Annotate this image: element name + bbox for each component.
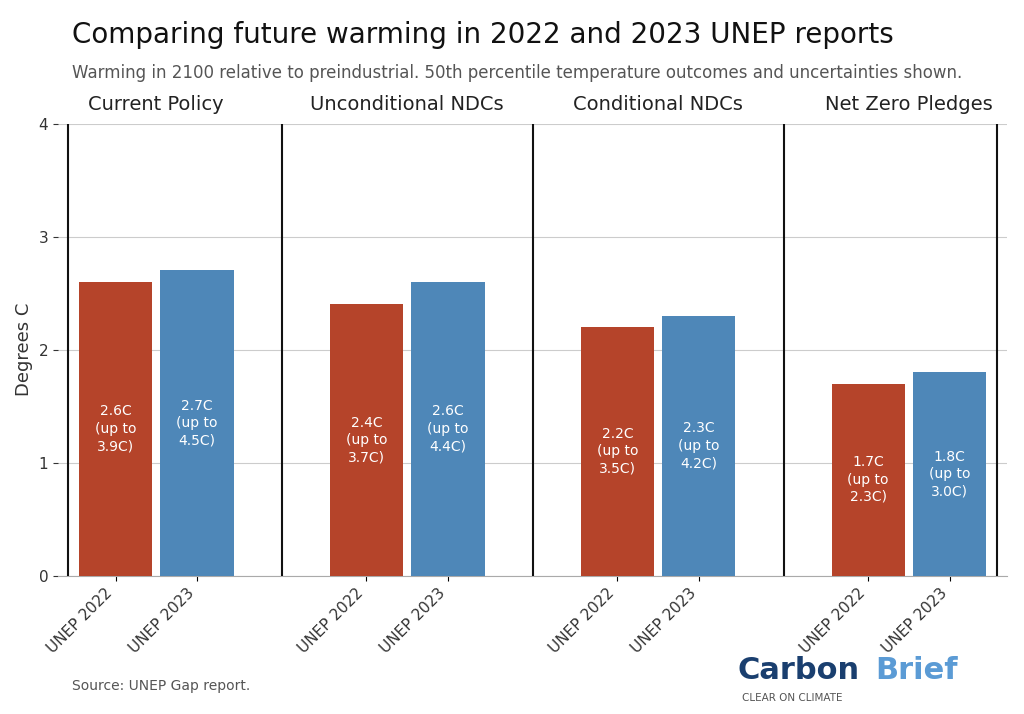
Text: 2.7C
(up to
4.5C): 2.7C (up to 4.5C) — [176, 399, 218, 448]
Text: 2.3C
(up to
4.2C): 2.3C (up to 4.2C) — [678, 421, 720, 470]
Y-axis label: Degrees C: Degrees C — [15, 303, 33, 396]
Text: Carbon: Carbon — [737, 656, 859, 685]
Bar — [663, 316, 735, 575]
Text: 1.7C
(up to
2.3C): 1.7C (up to 2.3C) — [848, 456, 889, 504]
Bar — [831, 383, 905, 575]
Text: 2.2C
(up to
3.5C): 2.2C (up to 3.5C) — [597, 427, 638, 476]
Bar — [79, 282, 153, 575]
Text: Conditional NDCs: Conditional NDCs — [573, 96, 743, 114]
Text: 1.8C
(up to
3.0C): 1.8C (up to 3.0C) — [929, 450, 971, 498]
Text: Comparing future warming in 2022 and 2023 UNEP reports: Comparing future warming in 2022 and 202… — [72, 21, 893, 49]
Bar — [913, 372, 986, 575]
Text: Brief: Brief — [876, 656, 958, 685]
Bar — [161, 271, 233, 575]
Text: Source: UNEP Gap report.: Source: UNEP Gap report. — [72, 678, 250, 693]
Text: 2.6C
(up to
4.4C): 2.6C (up to 4.4C) — [427, 404, 469, 453]
Text: Warming in 2100 relative to preindustrial. 50th percentile temperature outcomes : Warming in 2100 relative to preindustria… — [72, 64, 962, 82]
Text: Unconditional NDCs: Unconditional NDCs — [310, 96, 504, 114]
Text: 2.4C
(up to
3.7C): 2.4C (up to 3.7C) — [346, 416, 387, 464]
Text: 2.6C
(up to
3.9C): 2.6C (up to 3.9C) — [95, 404, 136, 453]
Text: Net Zero Pledges: Net Zero Pledges — [825, 96, 993, 114]
Bar — [412, 282, 484, 575]
Text: Current Policy: Current Policy — [88, 96, 224, 114]
Bar — [581, 327, 654, 575]
Bar — [330, 304, 403, 575]
Text: CLEAR ON CLIMATE: CLEAR ON CLIMATE — [742, 693, 843, 703]
